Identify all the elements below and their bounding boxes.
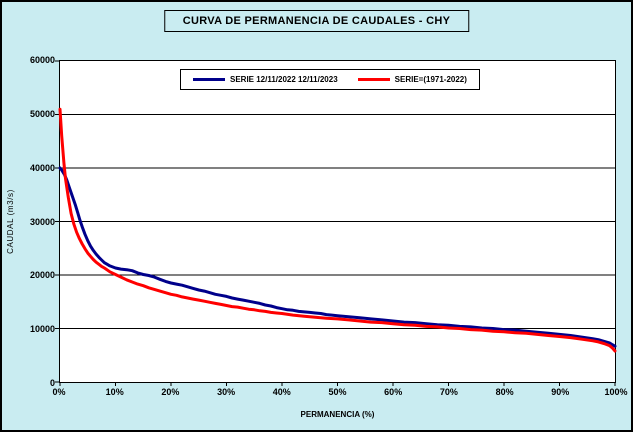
x-tick-label: 40% [272, 387, 291, 397]
x-tick-label: 0% [52, 387, 66, 397]
x-axis-title: PERMANENCIA (%) [300, 410, 375, 419]
y-tick-label: 0 [49, 378, 55, 388]
x-axis-tick-labels: 0% 10% 20% 30% 40% 50% 60% 70% 80% 90% 100% [52, 387, 627, 399]
series-line-0 [58, 166, 617, 348]
plot-area: SERIE 12/11/2022 12/11/2023 SERIE=(1971-2… [55, 60, 617, 386]
y-axis-tick-labels: 0 10000 20000 30000 40000 50000 60000 [20, 55, 55, 388]
legend-label-0: SERIE 12/11/2022 12/11/2023 [230, 75, 338, 84]
x-tick-label: 90% [551, 387, 570, 397]
series-line-1 [58, 107, 617, 353]
plot-svg [55, 60, 617, 386]
x-tick-label: 50% [328, 387, 347, 397]
y-axis-title: CAUDAL (m3/s) [2, 60, 18, 383]
x-tick-label: 80% [495, 387, 514, 397]
legend-item-1: SERIE=(1971-2022) [357, 75, 467, 84]
x-tick-label: 20% [161, 387, 180, 397]
legend-swatch-1 [357, 78, 390, 81]
y-tick-label: 50000 [29, 108, 55, 119]
x-tick-label: 30% [217, 387, 236, 397]
x-tick-label: 60% [384, 387, 403, 397]
legend-item-0: SERIE 12/11/2022 12/11/2023 [193, 75, 338, 84]
x-tick-label: 70% [439, 387, 458, 397]
legend-label-1: SERIE=(1971-2022) [394, 75, 467, 84]
y-tick-label: 60000 [29, 55, 55, 65]
y-tick-label: 10000 [29, 324, 55, 335]
legend: SERIE 12/11/2022 12/11/2023 SERIE=(1971-2… [180, 69, 480, 90]
legend-swatch-0 [193, 78, 225, 81]
y-tick-label: 20000 [29, 270, 55, 281]
x-tick-label: 100% [604, 387, 628, 397]
chart-title: CURVA DE PERMANENCIA DE CAUDALES - CHY [163, 10, 470, 32]
y-tick-label: 30000 [29, 216, 55, 227]
y-tick-label: 40000 [29, 162, 55, 173]
x-tick-label: 10% [105, 387, 124, 397]
y-axis-title-text: CAUDAL (m3/s) [5, 189, 15, 254]
